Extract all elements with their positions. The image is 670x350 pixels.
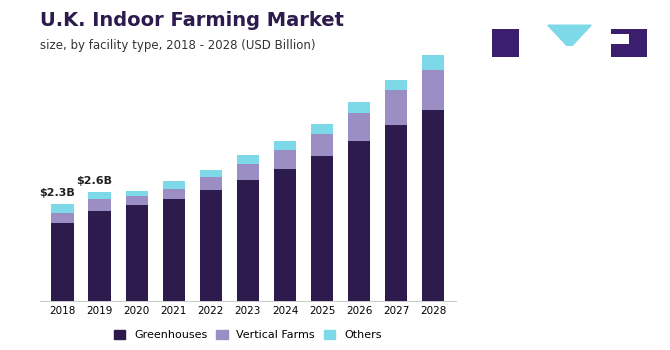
Bar (385, 80, 407, 90)
Bar (274, 141, 296, 150)
Bar (88, 199, 111, 211)
Bar (422, 110, 444, 301)
Text: size, by facility type, 2018 - 2028 (USD Billion): size, by facility type, 2018 - 2028 (USD… (40, 38, 316, 51)
FancyBboxPatch shape (543, 46, 596, 59)
Bar (163, 181, 185, 189)
FancyBboxPatch shape (602, 25, 657, 59)
Bar (52, 204, 74, 213)
Bar (311, 156, 333, 301)
Bar (274, 169, 296, 301)
Text: $2.6B: $2.6B (76, 175, 112, 186)
Bar (385, 90, 407, 125)
Bar (311, 134, 333, 156)
Bar (422, 70, 444, 110)
Text: Source:
www.grandviewresearch.com: Source: www.grandviewresearch.com (485, 305, 609, 325)
Polygon shape (548, 25, 591, 48)
Bar (52, 213, 74, 223)
Bar (422, 55, 444, 70)
Bar (348, 113, 371, 141)
Bar (125, 196, 148, 205)
Text: U.K. Market CAGR,
2021 - 2028: U.K. Market CAGR, 2021 - 2028 (521, 217, 618, 238)
Bar (125, 191, 148, 196)
Bar (348, 141, 371, 301)
Bar (200, 190, 222, 301)
FancyBboxPatch shape (482, 25, 523, 59)
Text: GRAND VIEW RESEARCH: GRAND VIEW RESEARCH (517, 93, 622, 103)
Text: 8.3%: 8.3% (527, 154, 612, 182)
Legend: Greenhouses, Vertical Farms, Others: Greenhouses, Vertical Farms, Others (110, 326, 386, 345)
Bar (311, 124, 333, 134)
FancyBboxPatch shape (492, 29, 519, 57)
Bar (163, 189, 185, 199)
Bar (200, 177, 222, 190)
Bar (200, 169, 222, 177)
Bar (348, 102, 371, 113)
Bar (88, 211, 111, 301)
Bar (237, 164, 259, 180)
Text: $2.3B: $2.3B (39, 188, 75, 198)
FancyBboxPatch shape (611, 34, 629, 44)
Text: U.K. Indoor Farming Market: U.K. Indoor Farming Market (40, 10, 344, 29)
Bar (237, 180, 259, 301)
Bar (88, 192, 111, 199)
Bar (385, 125, 407, 301)
Bar (125, 205, 148, 301)
Bar (163, 199, 185, 301)
Bar (52, 223, 74, 301)
FancyBboxPatch shape (611, 29, 647, 57)
Bar (274, 150, 296, 169)
Bar (237, 155, 259, 164)
